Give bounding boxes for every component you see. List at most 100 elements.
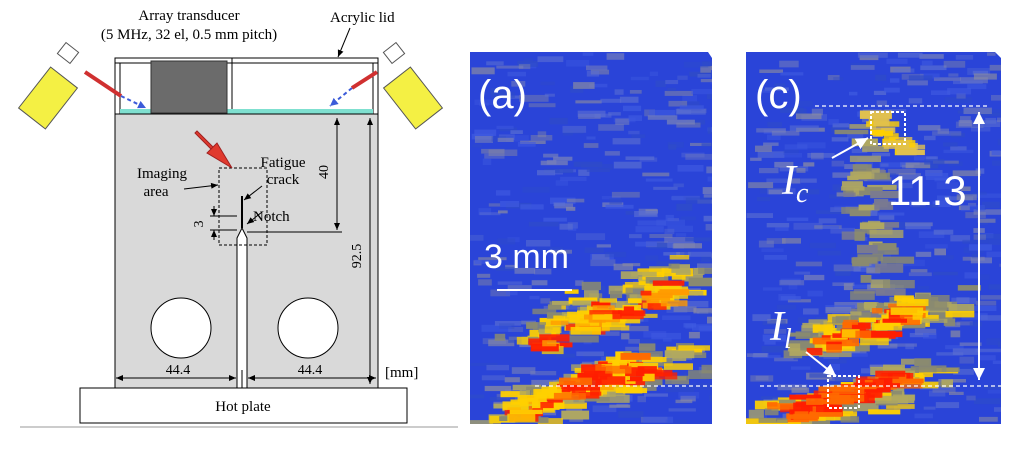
texture-streak <box>526 240 551 247</box>
texture-streak <box>517 60 538 67</box>
texture-streak <box>507 413 536 422</box>
texture-streak <box>973 73 997 80</box>
texture-streak <box>860 337 889 346</box>
texture-streak <box>665 214 674 221</box>
texture-streak <box>950 330 961 338</box>
texture-streak <box>539 334 570 342</box>
texture-streak <box>822 225 839 230</box>
texture-streak <box>892 374 907 380</box>
texture-streak <box>832 282 855 286</box>
texture-streak <box>625 367 645 377</box>
texture-streak <box>999 263 1001 267</box>
texture-streak <box>676 122 701 128</box>
texture-streak <box>871 331 903 338</box>
texture-streak <box>619 96 639 103</box>
hole-left <box>150 297 212 359</box>
texture-streak <box>750 375 774 382</box>
texture-streak <box>860 275 872 283</box>
dim-right-label: 44.4 <box>298 363 323 378</box>
texture-streak <box>609 198 622 205</box>
texture-streak <box>628 362 659 369</box>
texture-streak <box>818 218 837 224</box>
texture-streak <box>908 98 923 104</box>
red-arrow <box>194 130 233 169</box>
texture-streak <box>543 153 559 158</box>
texture-streak <box>578 169 590 176</box>
texture-streak <box>676 203 693 211</box>
texture-streak <box>511 367 536 374</box>
transducer-spec: (5 MHz, 32 el, 0.5 mm pitch) <box>101 27 277 43</box>
texture-streak <box>941 379 953 388</box>
texture-streak <box>612 138 641 145</box>
texture-streak <box>689 71 712 77</box>
texture-streak <box>890 78 900 83</box>
texture-streak <box>699 312 712 316</box>
texture-streak <box>956 321 973 326</box>
texture-streak <box>968 244 992 251</box>
texture-streak <box>924 135 936 141</box>
texture-streak <box>783 149 799 155</box>
texture-streak <box>916 293 930 301</box>
texture-streak <box>484 153 505 159</box>
texture-streak <box>962 239 989 244</box>
texture-streak <box>944 97 972 104</box>
texture-streak <box>497 238 516 245</box>
texture-streak <box>753 431 767 437</box>
texture-streak <box>994 407 1001 412</box>
texture-streak <box>598 124 624 131</box>
texture-streak <box>479 102 489 106</box>
texture-streak <box>578 396 610 402</box>
texture-streak <box>628 115 642 121</box>
texture-streak <box>774 357 798 362</box>
texture-streak <box>789 394 822 400</box>
texture-streak <box>912 313 923 320</box>
texture-streak <box>629 90 642 94</box>
texture-streak <box>812 337 847 345</box>
texture-streak <box>920 381 939 389</box>
texture-streak <box>782 238 801 244</box>
texture-streak <box>651 332 681 340</box>
texture-streak <box>851 148 868 154</box>
texture-streak <box>711 253 712 259</box>
ic-pointer <box>831 137 869 159</box>
texture-streak <box>849 124 877 129</box>
texture-streak <box>933 77 961 81</box>
texture-streak <box>481 324 512 332</box>
texture-streak <box>544 93 555 97</box>
texture-streak <box>660 300 688 307</box>
texture-streak <box>540 160 568 166</box>
texture-streak <box>945 311 975 318</box>
texture-streak <box>561 410 590 420</box>
texture-streak <box>836 411 858 417</box>
texture-streak <box>868 409 901 415</box>
texture-streak <box>929 310 953 320</box>
texture-streak <box>688 331 700 339</box>
texture-streak <box>923 333 937 339</box>
texture-streak <box>697 309 709 314</box>
texture-streak <box>607 359 630 364</box>
texture-streak <box>540 81 555 86</box>
texture-streak <box>953 368 974 375</box>
texture-streak <box>604 251 627 258</box>
texture-streak <box>637 220 666 226</box>
texture-streak <box>478 257 507 261</box>
texture-streak <box>818 352 852 358</box>
texture-streak <box>496 267 516 271</box>
texture-streak <box>562 130 573 136</box>
texture-streak <box>789 178 801 184</box>
texture-streak <box>664 350 695 359</box>
texture-streak <box>871 308 883 314</box>
texture-streak <box>861 368 871 374</box>
texture-streak <box>662 315 691 321</box>
texture-streak <box>494 321 521 326</box>
texture-streak <box>665 419 687 424</box>
texture-streak <box>915 251 932 257</box>
texture-streak <box>794 423 811 424</box>
texture-streak <box>570 327 601 335</box>
texture-streak <box>559 223 573 230</box>
texture-streak <box>854 232 865 241</box>
texture-streak <box>552 300 585 305</box>
texture-streak <box>537 56 564 63</box>
dim-bottom <box>116 370 376 388</box>
fatigue-label-2: crack <box>267 172 300 188</box>
